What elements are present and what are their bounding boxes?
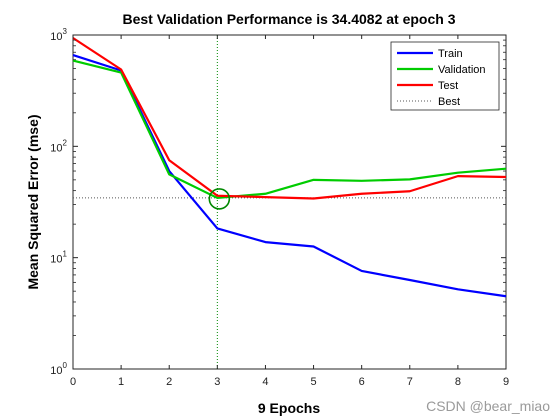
x-axis-label: 9 Epochs — [258, 400, 320, 416]
y-tick-exponent: 0 — [63, 361, 68, 370]
x-tick-label: 3 — [214, 376, 220, 388]
x-tick-label: 0 — [70, 376, 76, 388]
x-tick-label: 6 — [359, 376, 365, 388]
x-tick-label: 2 — [166, 376, 172, 388]
x-tick-label: 1 — [118, 376, 124, 388]
y-tick-base: 10 — [50, 142, 62, 154]
y-axis-label: Mean Squared Error (mse) — [25, 114, 41, 289]
series-line-validation — [72, 59, 507, 200]
y-tick-label: 100 — [50, 361, 67, 377]
chart-title: Best Validation Performance is 34.4082 a… — [122, 11, 455, 27]
y-tick-exponent: 2 — [63, 138, 68, 147]
x-tick-label: 4 — [262, 376, 268, 388]
x-tick-label: 5 — [310, 376, 316, 388]
x-tick-label: 8 — [455, 376, 461, 388]
legend-label-best: Best — [438, 96, 460, 108]
y-tick-base: 10 — [50, 254, 62, 266]
x-axis-ticks: 0 1 2 3 4 5 6 7 8 9 — [70, 35, 509, 388]
best-point-marker — [208, 188, 231, 210]
legend-label-train: Train — [438, 48, 463, 60]
series-lines — [72, 37, 507, 298]
watermark: CSDN @bear_miao — [426, 398, 550, 414]
y-tick-label: 102 — [50, 138, 67, 154]
legend-label-validation: Validation — [438, 64, 486, 76]
best-marker-group — [208, 188, 231, 210]
y-tick-base: 10 — [50, 365, 62, 377]
y-tick-base: 10 — [50, 31, 62, 43]
x-tick-label: 7 — [407, 376, 413, 388]
y-tick-exponent: 1 — [63, 250, 68, 259]
series-line-test — [72, 37, 507, 200]
legend: Train Validation Test Best — [390, 41, 500, 111]
y-tick-label: 103 — [50, 27, 67, 43]
y-tick-label: 101 — [50, 250, 67, 266]
y-tick-exponent: 3 — [63, 27, 68, 36]
series-line-train — [72, 54, 507, 298]
legend-label-test: Test — [438, 80, 458, 92]
x-tick-label: 9 — [503, 376, 509, 388]
